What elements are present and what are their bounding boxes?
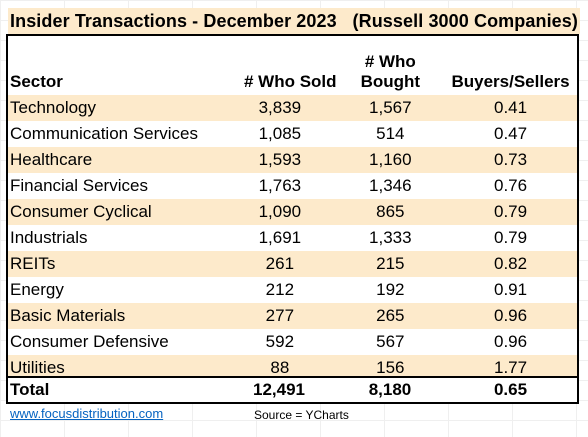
cell-sector: Technology [8,95,224,121]
cell-who-bought: 192 [336,277,445,303]
cell-sector: Basic Materials [8,303,224,329]
total-buyers-sellers: 0.65 [493,380,528,399]
table-title-bar: Insider Transactions - December 2023 (Ru… [8,8,580,34]
cell-who-bought: 865 [336,199,445,225]
cell-who-sold: 261 [223,251,337,277]
table-row: Consumer Cyclical 1,090 865 0.79 [8,199,577,225]
cell-who-sold: 592 [223,329,337,355]
cell-buyers-sellers: 0.96 [444,303,577,329]
table-subtitle: (Russell 3000 Companies) [352,10,578,31]
header-who-bought-line1: # Who [364,52,416,71]
table-row: Healthcare 1,593 1,160 0.73 [8,147,577,173]
cell-who-sold: 1,593 [223,147,337,173]
cell-sector: REITs [8,251,224,277]
table-row: Industrials 1,691 1,333 0.79 [8,225,577,251]
table-row: Financial Services 1,763 1,346 0.76 [8,173,577,199]
cell-who-bought: 265 [336,303,445,329]
cell-buyers-sellers: 0.96 [444,329,577,355]
header-buyers-sellers: Buyers/Sellers [451,72,570,91]
total-who-bought: 8,180 [368,380,412,399]
cell-sector: Consumer Defensive [8,329,224,355]
source-note: Source = YCharts [254,408,349,422]
cell-buyers-sellers: 0.91 [444,277,577,303]
cell-who-bought: 567 [336,329,445,355]
website-link[interactable]: www.focusdistribution.com [10,406,164,421]
cell-who-sold: 3,839 [223,95,337,121]
header-row: Sector # Who Sold # Who Bought Buyers/Se… [8,36,577,95]
cell-who-bought: 215 [336,251,445,277]
cell-who-sold: 1,763 [223,173,337,199]
cell-buyers-sellers: 0.79 [444,225,577,251]
cell-who-sold: 212 [223,277,337,303]
table-row: Energy 212 192 0.91 [8,277,577,303]
cell-who-bought: 1,333 [336,225,445,251]
table-row: REITs 261 215 0.82 [8,251,577,277]
total-who-sold: 12,491 [253,380,305,399]
table-row: Basic Materials 277 265 0.96 [8,303,577,329]
cell-who-sold: 1,090 [223,199,337,225]
cell-buyers-sellers: 0.41 [444,95,577,121]
table-title: Insider Transactions - December 2023 [10,10,337,31]
cell-buyers-sellers: 0.82 [444,251,577,277]
cell-buyers-sellers: 0.76 [444,173,577,199]
total-row: Total 12,491 8,180 0.65 [6,376,579,404]
cell-who-sold: 277 [223,303,337,329]
cell-buyers-sellers: 0.47 [444,121,577,147]
cell-who-sold: 1,085 [223,121,337,147]
header-who-bought: # Who Bought [337,36,445,95]
table-row: Technology 3,839 1,567 0.41 [8,95,577,121]
cell-sector: Consumer Cyclical [8,199,224,225]
header-sector: Sector [10,72,63,91]
cell-buyers-sellers: 0.79 [444,199,577,225]
cell-who-bought: 1,567 [336,95,445,121]
header-who-bought-line2: Bought [360,72,421,91]
cell-sector: Industrials [8,225,224,251]
cell-who-bought: 1,160 [336,147,445,173]
cell-sector: Financial Services [8,173,224,199]
insider-transactions-table: Sector # Who Sold # Who Bought Buyers/Se… [8,36,577,381]
table-row: Communication Services 1,085 514 0.47 [8,121,577,147]
cell-sector: Energy [8,277,224,303]
cell-sector: Communication Services [8,121,224,147]
cell-sector: Healthcare [8,147,224,173]
header-who-sold: # Who Sold [243,72,337,91]
cell-who-sold: 1,691 [223,225,337,251]
table-row: Consumer Defensive 592 567 0.96 [8,329,577,355]
cell-who-bought: 514 [336,121,445,147]
total-label: Total [10,380,50,399]
cell-who-bought: 1,346 [336,173,445,199]
cell-buyers-sellers: 0.73 [444,147,577,173]
